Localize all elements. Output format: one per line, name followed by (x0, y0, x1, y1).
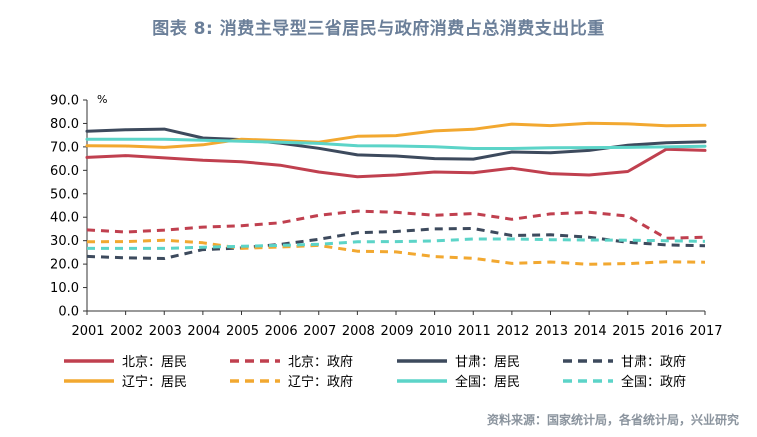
y-tick-label: 60.0 (50, 164, 79, 179)
x-tick-label: 2003 (149, 324, 182, 339)
x-tick-label: 2011 (458, 324, 491, 339)
legend-label-2: 甘肃：居民 (455, 355, 520, 370)
x-tick-label: 2010 (419, 324, 452, 339)
series-line-7 (87, 237, 706, 250)
y-tick-label: 90.0 (50, 94, 79, 109)
chart-axes: 0.0 10.0 20.0 30.0 40.0 50.0 60.0 70.0 80.0 90.0 2… (50, 93, 723, 339)
series-line-6 (85, 137, 707, 150)
x-tick-label: 2012 (496, 324, 529, 339)
x-tick-label: 2004 (187, 324, 220, 339)
legend-label-1: 北京：政府 (288, 355, 353, 370)
y-tick-label: 0.0 (58, 305, 79, 320)
series-layer (85, 121, 707, 266)
y-tick-label: 30.0 (50, 234, 79, 249)
chart-title: 图表 8: 消费主导型三省居民与政府消费占总消费支出比重 (152, 19, 605, 39)
source-note: 资料来源：国家统计局，各省统计局，兴业研究 (486, 413, 739, 427)
x-tick-label: 2001 (71, 324, 104, 339)
legend-label-5: 辽宁：政府 (288, 374, 353, 390)
y-tick-label: 40.0 (50, 211, 79, 226)
y-unit-label: % (97, 93, 107, 106)
x-tick-label: 2005 (226, 324, 259, 339)
legend-label-6: 全国：居民 (455, 374, 520, 390)
y-tick-label: 70.0 (50, 140, 79, 155)
x-tick-label: 2009 (380, 324, 413, 339)
series-line-2 (85, 127, 707, 161)
x-tick-label: 2008 (342, 324, 375, 339)
x-tick-label: 2015 (612, 324, 645, 339)
legend-label-4: 辽宁：居民 (122, 374, 187, 390)
series-line-4 (85, 121, 707, 149)
x-tick-label: 2014 (574, 324, 607, 339)
series-line-5 (86, 238, 706, 266)
x-tick-label: 2002 (110, 324, 143, 339)
x-tick-label: 2013 (535, 324, 568, 339)
legend-label-0: 北京：居民 (122, 355, 187, 370)
series-line-1 (86, 209, 706, 240)
y-tick-label: 10.0 (50, 281, 79, 296)
series-line-3 (86, 227, 706, 260)
x-tick-label: 2016 (651, 324, 684, 339)
legend-label-7: 全国：政府 (621, 374, 686, 390)
x-tick-label: 2006 (265, 324, 298, 339)
y-tick-label: 80.0 (50, 117, 79, 132)
legend-label-3: 甘肃：政府 (621, 355, 686, 370)
y-tick-label: 20.0 (50, 258, 79, 273)
x-tick-label: 2017 (689, 324, 722, 339)
y-tick-label: 50.0 (50, 187, 79, 202)
series-line-0 (85, 147, 707, 179)
x-tick-label: 2007 (303, 324, 336, 339)
